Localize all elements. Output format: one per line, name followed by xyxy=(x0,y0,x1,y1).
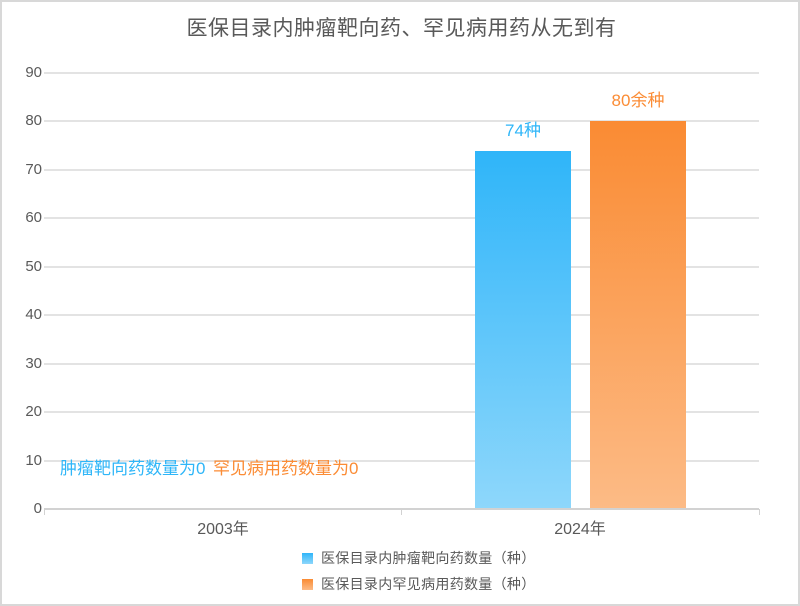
gridline xyxy=(44,314,759,316)
zero-value-annotation: 罕见病用药数量为0 xyxy=(213,459,359,478)
y-axis-tick-label: 70 xyxy=(25,161,42,178)
legend-item-label: 医保目录内罕见病用药数量（种） xyxy=(321,576,536,592)
gridline xyxy=(44,266,759,268)
y-axis-tick-label: 60 xyxy=(25,209,42,226)
y-axis-tick-label: 90 xyxy=(25,64,42,81)
y-axis-tick-label: 20 xyxy=(25,403,42,420)
zero-value-annotation: 肿瘤靶向药数量为0 xyxy=(60,459,206,478)
x-axis-category-label: 2003年 xyxy=(197,521,249,538)
bar-series-1-2024年 xyxy=(475,151,571,509)
legend-item: 医保目录内罕见病用药数量（种） xyxy=(302,574,536,594)
y-axis-tick-label: 30 xyxy=(25,355,42,372)
gridline xyxy=(44,72,759,74)
x-axis-tick xyxy=(401,509,402,515)
legend-marker-swatch xyxy=(302,578,313,590)
bar-value-label: 74种 xyxy=(505,121,541,140)
bar-series-2-2024年 xyxy=(590,121,686,509)
legend-item-label: 医保目录内肿瘤靶向药数量（种） xyxy=(321,550,536,566)
chart-title: 医保目录内肿瘤靶向药、罕见病用药从无到有 xyxy=(186,17,617,40)
y-axis-tick-label: 50 xyxy=(25,258,42,275)
legend-marker-swatch xyxy=(302,552,313,564)
gridline xyxy=(44,411,759,413)
legend-item: 医保目录内肿瘤靶向药数量（种） xyxy=(302,548,536,568)
x-axis-tick xyxy=(759,509,760,515)
gridline xyxy=(44,363,759,365)
y-axis-tick-label: 80 xyxy=(25,112,42,129)
gridline xyxy=(44,169,759,171)
gridline xyxy=(44,460,759,462)
gridline xyxy=(44,217,759,219)
gridline xyxy=(44,120,759,122)
y-axis-tick-label: 0 xyxy=(33,500,42,517)
y-axis-tick-label: 10 xyxy=(25,452,42,469)
y-axis-tick-label: 40 xyxy=(25,306,42,323)
x-axis-category-label: 2024年 xyxy=(554,521,606,538)
x-axis-tick xyxy=(44,509,45,515)
bar-value-label: 80余种 xyxy=(611,91,665,110)
